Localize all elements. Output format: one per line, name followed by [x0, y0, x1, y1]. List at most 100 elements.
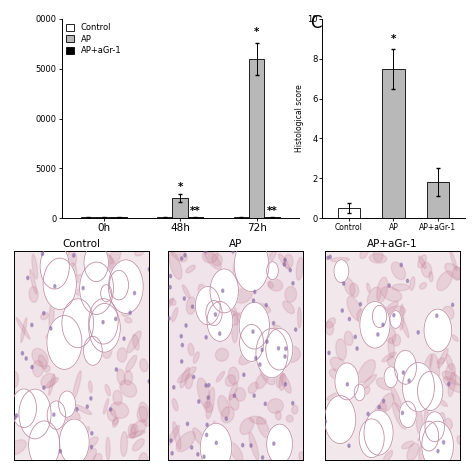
Ellipse shape — [350, 283, 359, 297]
Text: *: * — [254, 27, 259, 37]
Ellipse shape — [103, 252, 117, 271]
Circle shape — [115, 317, 117, 320]
Circle shape — [417, 331, 419, 334]
Ellipse shape — [238, 265, 257, 280]
Ellipse shape — [140, 359, 148, 372]
Circle shape — [348, 318, 350, 321]
Ellipse shape — [446, 364, 456, 380]
Circle shape — [123, 337, 125, 340]
Ellipse shape — [169, 252, 182, 279]
Circle shape — [43, 311, 45, 315]
Ellipse shape — [285, 286, 297, 302]
Circle shape — [214, 313, 217, 316]
Circle shape — [408, 379, 410, 383]
Circle shape — [273, 442, 275, 445]
Ellipse shape — [104, 341, 110, 350]
Ellipse shape — [216, 371, 225, 382]
Ellipse shape — [298, 307, 301, 328]
Circle shape — [232, 250, 234, 253]
Ellipse shape — [232, 313, 238, 343]
Ellipse shape — [374, 249, 383, 262]
Circle shape — [192, 375, 195, 379]
Circle shape — [186, 422, 189, 426]
Circle shape — [208, 383, 210, 387]
Bar — [234, 217, 249, 218]
Ellipse shape — [49, 374, 55, 395]
Ellipse shape — [90, 265, 104, 274]
Ellipse shape — [101, 339, 112, 358]
Ellipse shape — [169, 299, 176, 305]
Circle shape — [27, 276, 29, 280]
Circle shape — [62, 299, 94, 348]
Ellipse shape — [418, 434, 427, 441]
Circle shape — [402, 363, 435, 412]
Circle shape — [41, 252, 44, 255]
Circle shape — [169, 285, 171, 289]
Ellipse shape — [348, 414, 353, 434]
Ellipse shape — [410, 277, 415, 290]
Ellipse shape — [47, 410, 57, 424]
Ellipse shape — [74, 427, 90, 448]
Ellipse shape — [131, 424, 137, 434]
Ellipse shape — [452, 335, 458, 341]
Ellipse shape — [38, 355, 47, 369]
Bar — [427, 182, 449, 218]
Circle shape — [289, 268, 292, 272]
Ellipse shape — [193, 352, 199, 363]
Ellipse shape — [107, 409, 116, 421]
Ellipse shape — [218, 395, 229, 418]
Ellipse shape — [260, 338, 267, 362]
Circle shape — [359, 302, 362, 306]
Circle shape — [207, 301, 233, 341]
Circle shape — [109, 270, 128, 300]
Circle shape — [373, 305, 387, 328]
Ellipse shape — [273, 325, 282, 330]
Ellipse shape — [445, 263, 463, 280]
Circle shape — [148, 268, 150, 271]
Ellipse shape — [375, 309, 384, 339]
Ellipse shape — [237, 313, 255, 336]
Circle shape — [364, 410, 393, 455]
Circle shape — [437, 449, 439, 453]
Circle shape — [422, 421, 454, 470]
Ellipse shape — [113, 390, 122, 405]
Ellipse shape — [127, 331, 141, 353]
Circle shape — [91, 445, 92, 448]
Circle shape — [198, 400, 200, 403]
Ellipse shape — [441, 426, 451, 450]
Ellipse shape — [221, 407, 234, 423]
Ellipse shape — [336, 339, 346, 360]
Circle shape — [234, 238, 269, 292]
Ellipse shape — [419, 437, 427, 467]
Ellipse shape — [51, 321, 70, 335]
Circle shape — [284, 258, 286, 262]
Ellipse shape — [424, 409, 428, 426]
Circle shape — [84, 244, 109, 282]
Ellipse shape — [381, 287, 401, 301]
Circle shape — [452, 303, 454, 307]
Circle shape — [184, 254, 186, 257]
Circle shape — [91, 432, 93, 435]
Circle shape — [253, 394, 255, 397]
Ellipse shape — [172, 308, 178, 322]
Circle shape — [40, 244, 69, 289]
Ellipse shape — [249, 432, 259, 460]
Ellipse shape — [173, 422, 181, 449]
Ellipse shape — [398, 311, 409, 338]
Ellipse shape — [330, 357, 349, 375]
Ellipse shape — [392, 262, 406, 280]
Ellipse shape — [180, 367, 190, 388]
Circle shape — [16, 414, 18, 417]
Ellipse shape — [124, 371, 132, 385]
Circle shape — [356, 347, 358, 350]
Bar — [383, 69, 404, 218]
Ellipse shape — [69, 263, 77, 287]
Ellipse shape — [73, 289, 88, 296]
Ellipse shape — [387, 356, 396, 367]
Circle shape — [182, 344, 183, 347]
Circle shape — [225, 417, 228, 420]
Circle shape — [89, 303, 120, 352]
Ellipse shape — [29, 286, 38, 302]
Ellipse shape — [228, 304, 237, 315]
Circle shape — [267, 262, 278, 280]
